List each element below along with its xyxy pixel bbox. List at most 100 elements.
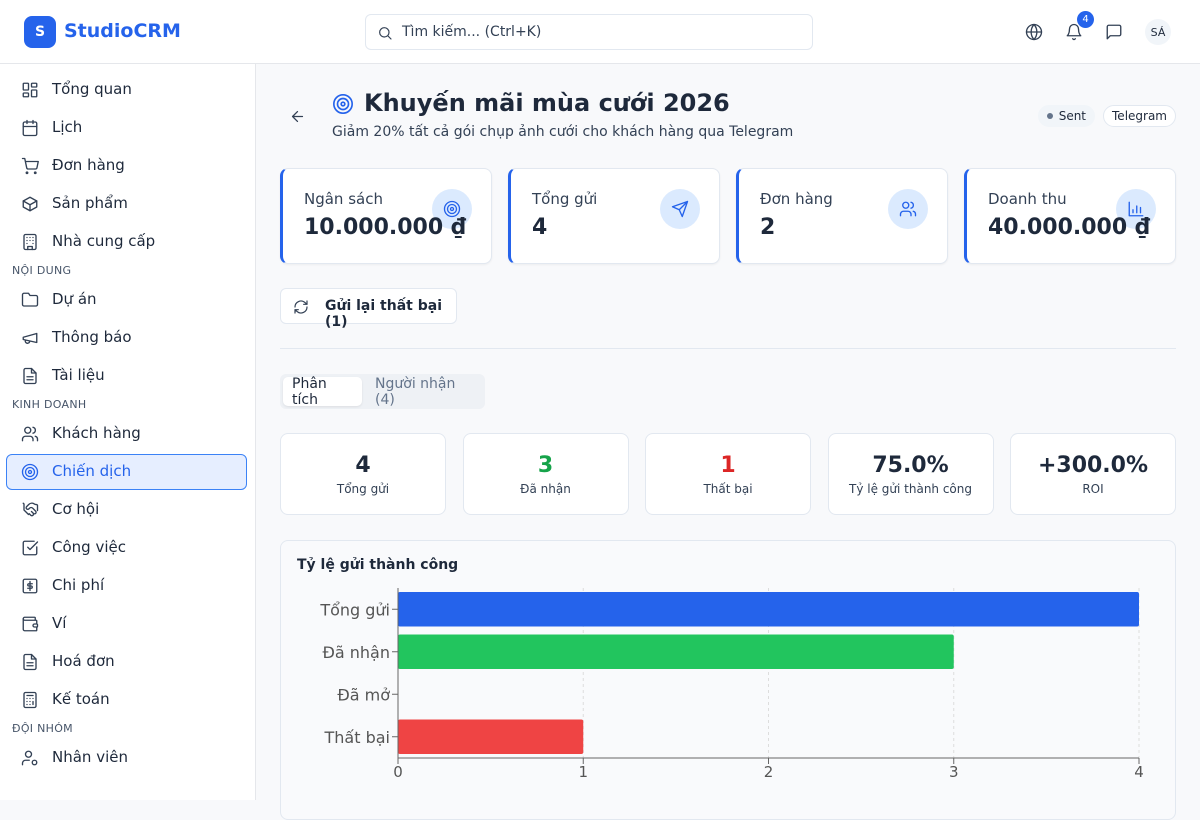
nav-icon — [22, 578, 38, 594]
notifications-button[interactable] — [1065, 23, 1083, 41]
stat-value: 4 — [532, 215, 548, 240]
metric-value: +300.0% — [1037, 453, 1149, 478]
tabs: Phân tích Người nhận (4) — [280, 374, 485, 409]
nav-item[interactable]: Cơ hội — [52, 500, 100, 518]
tag-label: Sent — [1058, 109, 1087, 123]
nav-item[interactable]: Ví — [52, 614, 67, 632]
bar — [398, 719, 584, 754]
nav-item[interactable]: Lịch — [52, 118, 83, 136]
language-button[interactable] — [1025, 23, 1043, 41]
metric-card: 1 Thất bại — [645, 433, 811, 515]
stat-icon — [671, 200, 689, 218]
tag: Telegram — [1103, 105, 1176, 127]
nav-item[interactable]: Chi phí — [52, 576, 105, 594]
back-button[interactable] — [289, 108, 306, 125]
nav-item[interactable]: Tổng quan — [52, 80, 132, 98]
nav-item[interactable]: Nhân viên — [52, 748, 128, 766]
nav-item[interactable]: Nhà cung cấp — [52, 232, 156, 250]
search-icon — [379, 27, 392, 40]
metric-label: ROI — [1082, 482, 1104, 496]
tags: Sent Telegram — [1037, 105, 1176, 127]
stat-card: Ngân sách 10.000.000 ₫ — [280, 168, 492, 264]
nav-icon — [21, 426, 39, 442]
nav-icon — [21, 157, 39, 175]
nav-item[interactable]: Hoá đơn — [52, 652, 115, 670]
stat-label: Ngân sách — [304, 190, 383, 208]
notification-badge: 4 — [1077, 11, 1094, 28]
campaign-title: Khuyến mãi mùa cưới 2026 — [364, 89, 730, 117]
app-root: { "app": {"logo": "S", "name": "StudioCR… — [0, 11, 1200, 820]
stat-value: 2 — [760, 215, 776, 240]
nav-item[interactable]: Kế toán — [52, 690, 110, 708]
logo: S — [24, 16, 56, 48]
bar — [398, 634, 954, 669]
divider — [280, 348, 1176, 349]
metric-card: +300.0% ROI — [1010, 433, 1176, 515]
stat-icon — [1128, 201, 1144, 217]
stat-icon — [443, 200, 461, 218]
nav-icon — [22, 196, 38, 212]
sidebar — [0, 64, 256, 800]
avatar[interactable]: SÁ — [1145, 19, 1171, 45]
metric-label: Đã nhận — [520, 482, 571, 496]
chart-title: Tỷ lệ gửi thành công — [297, 557, 459, 573]
y-tick-label: Tổng gửi — [319, 600, 390, 619]
nav-icon — [22, 119, 38, 137]
active-nav-bg — [6, 454, 247, 490]
metric-card: 3 Đã nhận — [462, 433, 629, 515]
nav-icon — [22, 502, 39, 517]
nav-icon — [21, 750, 38, 766]
nav-icon — [23, 653, 37, 671]
stat-icon — [899, 201, 917, 217]
y-tick-label: Thất bại — [324, 728, 390, 747]
nav-icon — [23, 367, 37, 385]
retry-button[interactable]: Gửi lại thất bại (1) — [280, 288, 457, 330]
stat-value: 40.000.000 ₫ — [988, 215, 1151, 240]
nav-icon — [21, 463, 39, 481]
y-tick-label: Đã mở — [337, 685, 390, 704]
x-tick-label: 3 — [949, 763, 959, 781]
messages-button[interactable] — [1105, 23, 1123, 41]
nav-icon — [22, 616, 39, 632]
metric-value: 4 — [355, 453, 371, 478]
nav-item[interactable]: Tài liệu — [52, 366, 105, 384]
nav-icon — [23, 233, 37, 251]
metric-card: 75.0% Tỷ lệ gửi thành công — [827, 433, 994, 515]
stat-card: Đơn hàng 2 — [736, 168, 948, 264]
nav-item[interactable]: Chiến dịch — [52, 462, 132, 480]
page: StudioCRM * { box-sizing: border-box; } … — [0, 11, 1200, 820]
nav-icon — [22, 82, 38, 98]
stat-icon-bg — [1116, 189, 1156, 229]
chart-card: Tỷ lệ gửi thành công 0 1 2 3 4 Tổng gửi Đã nhận… — [280, 540, 1176, 820]
y-tick-label: Đã nhận — [322, 643, 390, 662]
tab[interactable]: Phân tích — [283, 376, 363, 408]
nav-item[interactable]: Thông báo — [52, 328, 132, 346]
nav-section-label: KINH DOANH — [12, 398, 87, 411]
campaign-icon — [333, 94, 353, 114]
stat-icon-bg — [888, 189, 928, 229]
nav-item[interactable]: Công việc — [52, 538, 126, 556]
stat-label: Đơn hàng — [760, 190, 833, 208]
metric-label: Thất bại — [703, 482, 753, 496]
bar-chart: 0 1 2 3 4 Tổng gửi Đã nhận Đã mở Thất bại — [319, 588, 1144, 781]
search-box[interactable]: Tìm kiếm... (Ctrl+K) — [365, 14, 813, 50]
x-tick-label: 1 — [578, 763, 588, 781]
nav-icon — [22, 332, 38, 344]
retry-icon — [294, 300, 308, 314]
stat-icon-bg — [432, 189, 472, 229]
stat-card: Tổng gửi 4 — [508, 168, 720, 264]
x-tick-label: 0 — [393, 763, 403, 781]
nav-item[interactable]: Sản phẩm — [52, 194, 128, 212]
nav-section-label: NỘI DUNG — [12, 264, 72, 277]
nav-item[interactable]: Khách hàng — [52, 424, 141, 442]
app-name: StudioCRM — [64, 20, 181, 42]
nav-section-label: ĐỘI NHÓM — [12, 722, 73, 735]
tag-label: Telegram — [1112, 109, 1167, 123]
tab[interactable]: Người nhận (4) — [375, 375, 456, 408]
stat-card: Doanh thu 40.000.000 ₫ — [964, 168, 1176, 264]
retry-label: Gửi lại thất bại (1) — [325, 298, 442, 330]
nav-item[interactable]: Đơn hàng — [52, 156, 125, 174]
metric-value: 75.0% — [872, 453, 949, 478]
nav-item[interactable]: Dự án — [52, 290, 97, 308]
metric-card: 4 Tổng gửi — [280, 433, 446, 515]
